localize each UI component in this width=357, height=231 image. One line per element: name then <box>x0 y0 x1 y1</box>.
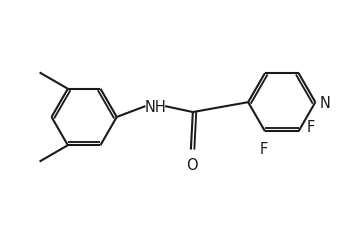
Text: N: N <box>319 95 330 110</box>
Text: F: F <box>306 119 315 134</box>
Text: NH: NH <box>144 99 166 114</box>
Text: F: F <box>260 142 268 156</box>
Text: O: O <box>186 158 198 173</box>
